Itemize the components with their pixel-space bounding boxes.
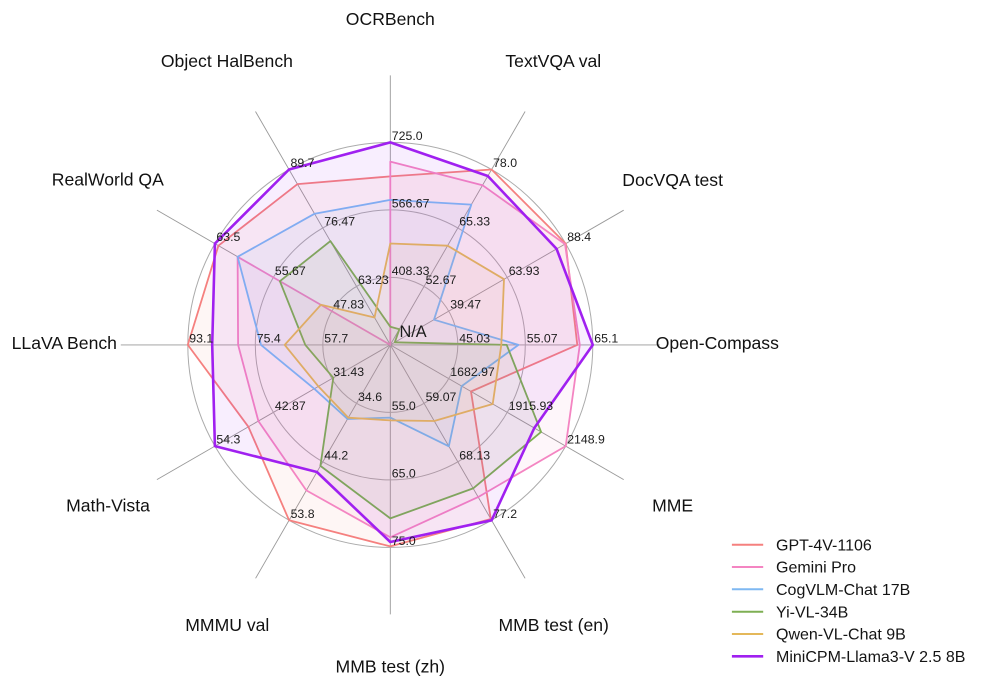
svg-text:725.0: 725.0 bbox=[392, 129, 423, 143]
svg-text:76.47: 76.47 bbox=[324, 215, 355, 229]
svg-text:GPT-4V-1106: GPT-4V-1106 bbox=[776, 537, 872, 554]
svg-text:88.4: 88.4 bbox=[567, 230, 591, 244]
svg-text:78.0: 78.0 bbox=[493, 156, 517, 170]
svg-text:42.87: 42.87 bbox=[275, 399, 306, 413]
svg-text:75.4: 75.4 bbox=[257, 331, 281, 345]
svg-text:OCRBench: OCRBench bbox=[346, 9, 435, 29]
svg-text:CogVLM-Chat 17B: CogVLM-Chat 17B bbox=[776, 582, 910, 599]
svg-text:2148.9: 2148.9 bbox=[567, 433, 605, 447]
svg-text:39.47: 39.47 bbox=[450, 298, 481, 312]
svg-text:93.1: 93.1 bbox=[189, 331, 213, 345]
svg-text:55.07: 55.07 bbox=[527, 331, 558, 345]
svg-text:1915.93: 1915.93 bbox=[509, 399, 554, 413]
svg-text:Object HalBench: Object HalBench bbox=[161, 51, 293, 71]
svg-text:408.33: 408.33 bbox=[392, 264, 430, 278]
svg-text:566.67: 566.67 bbox=[392, 196, 430, 210]
svg-text:47.83: 47.83 bbox=[333, 298, 364, 312]
svg-text:N/A: N/A bbox=[400, 323, 427, 341]
svg-text:MiniCPM-Llama3-V 2.5 8B: MiniCPM-Llama3-V 2.5 8B bbox=[776, 649, 965, 666]
svg-text:59.07: 59.07 bbox=[426, 390, 457, 404]
svg-text:63.23: 63.23 bbox=[358, 273, 389, 287]
svg-text:75.0: 75.0 bbox=[392, 534, 416, 548]
svg-text:34.6: 34.6 bbox=[358, 390, 382, 404]
svg-text:Math-Vista: Math-Vista bbox=[66, 495, 150, 515]
svg-text:68.13: 68.13 bbox=[459, 448, 490, 462]
svg-text:53.8: 53.8 bbox=[291, 507, 315, 521]
svg-text:1682.97: 1682.97 bbox=[450, 365, 495, 379]
svg-text:Open-Compass: Open-Compass bbox=[656, 333, 779, 353]
svg-text:65.0: 65.0 bbox=[392, 466, 416, 480]
svg-text:77.2: 77.2 bbox=[493, 507, 517, 521]
svg-text:31.43: 31.43 bbox=[333, 365, 364, 379]
svg-text:44.2: 44.2 bbox=[324, 448, 348, 462]
svg-text:63.5: 63.5 bbox=[216, 230, 240, 244]
svg-text:Gemini Pro: Gemini Pro bbox=[776, 560, 856, 577]
svg-text:55.0: 55.0 bbox=[392, 399, 416, 413]
svg-text:MMMU val: MMMU val bbox=[185, 615, 269, 635]
svg-text:MMB test (en): MMB test (en) bbox=[498, 615, 608, 635]
svg-text:89.7: 89.7 bbox=[291, 156, 315, 170]
svg-text:TextVQA val: TextVQA val bbox=[505, 51, 601, 71]
svg-text:DocVQA test: DocVQA test bbox=[622, 170, 723, 190]
svg-text:55.67: 55.67 bbox=[275, 264, 306, 278]
svg-text:52.67: 52.67 bbox=[426, 273, 457, 287]
svg-text:54.3: 54.3 bbox=[216, 433, 240, 447]
svg-text:Yi-VL-34B: Yi-VL-34B bbox=[776, 604, 848, 621]
svg-text:65.33: 65.33 bbox=[459, 215, 490, 229]
svg-text:Qwen-VL-Chat 9B: Qwen-VL-Chat 9B bbox=[776, 627, 906, 644]
svg-text:57.7: 57.7 bbox=[324, 331, 348, 345]
svg-text:MMB test (zh): MMB test (zh) bbox=[336, 657, 445, 677]
svg-text:45.03: 45.03 bbox=[459, 331, 490, 345]
svg-text:65.1: 65.1 bbox=[594, 331, 618, 345]
svg-text:LLaVA Bench: LLaVA Bench bbox=[12, 333, 117, 353]
svg-text:RealWorld QA: RealWorld QA bbox=[52, 170, 164, 190]
svg-text:63.93: 63.93 bbox=[509, 264, 540, 278]
svg-text:MME: MME bbox=[652, 495, 693, 515]
